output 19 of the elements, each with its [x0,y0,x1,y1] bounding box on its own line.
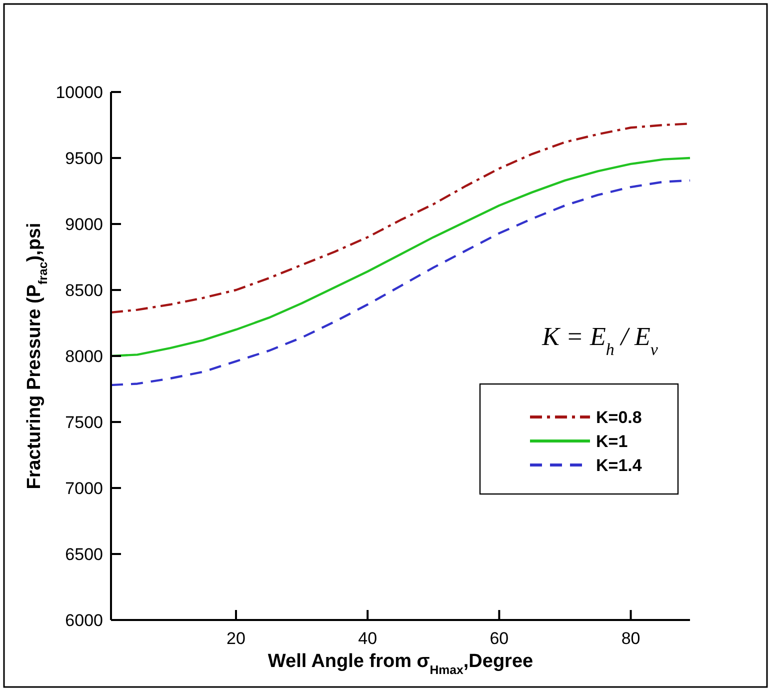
y-tick-label: 9500 [65,148,103,168]
y-tick-label: 6500 [65,544,103,564]
y-tick-label: 6000 [65,610,103,630]
y-tick-label: 8000 [65,346,103,366]
legend-label: K=1.4 [596,456,642,475]
x-tick-label: 20 [226,629,246,648]
y-tick-label: 8500 [65,280,103,300]
y-tick-label: 7000 [65,478,103,498]
x-tick-label: 60 [490,629,509,648]
y-tick-label: 7500 [65,412,103,432]
legend-label: K=1 [596,432,628,451]
x-tick-label: 40 [358,629,378,648]
x-axis-title: Well Angle from σ$_{Hmax}$,Degree [268,651,534,677]
line-series [110,179,692,386]
y-tick-label: 10000 [56,82,103,102]
y-tick-label: 9000 [65,214,103,234]
annotation: K = E$_{h}$ / E$_{v}$ [541,322,658,358]
legend-label: K=0.8 [596,408,642,427]
x-tick-label: 80 [621,629,640,648]
